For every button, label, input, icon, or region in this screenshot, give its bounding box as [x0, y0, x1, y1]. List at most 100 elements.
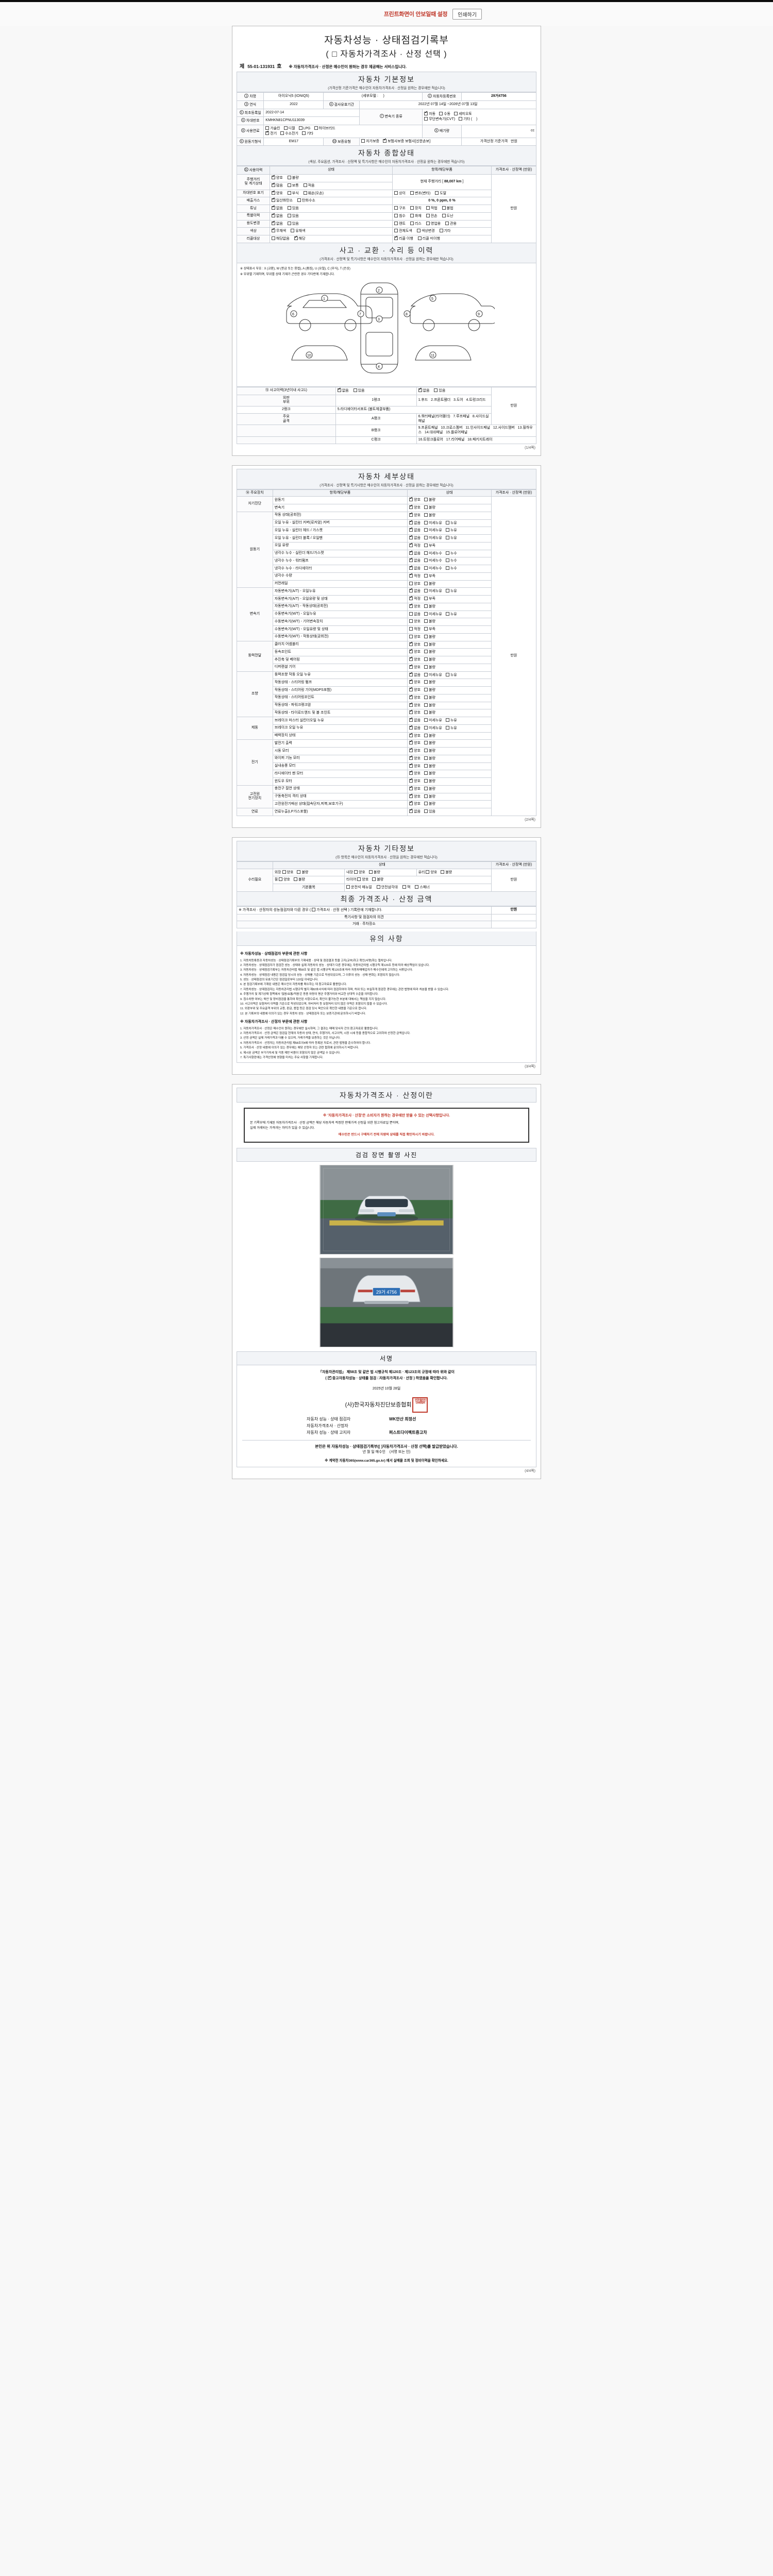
detail-opt[interactable]: 적정 [409, 543, 421, 549]
fuel-opt-lpg[interactable]: LPG [298, 126, 311, 131]
detail-opt[interactable]: 양호 [409, 687, 421, 693]
mileage-normal[interactable]: 보통 [287, 183, 299, 189]
detail-opt[interactable]: 부족 [424, 573, 435, 579]
fuel-opt-diesel[interactable]: 디젤 [283, 126, 295, 131]
fuel-opt-ev[interactable]: 전기 [265, 130, 277, 137]
emission-co[interactable]: 일산화탄소 [271, 197, 293, 204]
recall-not-done[interactable]: 리콜 미이행 [417, 236, 440, 242]
detail-opt[interactable]: 양호 [409, 740, 421, 746]
special-fire[interactable]: 화재 [410, 213, 422, 219]
recall-done[interactable]: 리콜 이행 [394, 235, 413, 242]
detail-opt[interactable]: 없음 [409, 565, 421, 571]
detail-opt[interactable]: 양호 [409, 664, 421, 670]
detail-opt[interactable]: 불량 [424, 688, 435, 693]
special-total-loss[interactable]: 전손 [426, 213, 438, 219]
detail-opt[interactable]: 부족 [424, 543, 435, 549]
detail-opt[interactable]: 불량 [424, 764, 435, 769]
special-none[interactable]: 없음 [271, 213, 283, 219]
repair-none[interactable]: 없음 [418, 387, 429, 394]
detail-opt[interactable]: 양호 [409, 755, 421, 761]
detail-opt[interactable]: 없음 [409, 672, 421, 678]
detail-opt[interactable]: 양호 [409, 679, 421, 685]
detail-opt[interactable]: 미세누수 [424, 566, 442, 571]
tuning-structure[interactable]: 구조 [394, 206, 406, 211]
detail-opt[interactable]: 불량 [424, 749, 435, 754]
color-achromatic[interactable]: 무채색 [271, 228, 286, 234]
mileage-good[interactable]: 양호 [271, 175, 283, 181]
detail-opt[interactable]: 없음 [409, 808, 421, 815]
detail-opt[interactable]: 있음 [424, 809, 435, 815]
detail-opt[interactable]: 양호 [409, 748, 421, 754]
trans-opt-manual[interactable]: 수동 [439, 112, 450, 117]
detail-opt[interactable]: 없음 [409, 520, 421, 526]
detail-opt[interactable]: 불량 [424, 604, 435, 609]
fuel-opt-hydrogen[interactable]: 수소전기 [280, 131, 298, 137]
warranty-opt-self[interactable]: 자가보증 [361, 139, 379, 144]
detail-opt[interactable]: 미세누유 [424, 612, 442, 617]
detail-opt[interactable]: 미세누유 [424, 528, 442, 533]
detail-opt[interactable]: 불량 [424, 657, 435, 663]
detail-opt[interactable]: 적정 [409, 573, 421, 579]
trans-opt-auto[interactable]: 자동 [424, 111, 435, 117]
detail-opt[interactable]: 불량 [424, 756, 435, 761]
detail-opt[interactable]: 양호 [409, 694, 421, 701]
accident-none[interactable]: 없음 [337, 387, 349, 394]
detail-opt[interactable]: 없음 [409, 717, 421, 723]
fuel-opt-hybrid[interactable]: 하이브리드 [314, 126, 335, 131]
detail-opt[interactable]: 불량 [424, 771, 435, 776]
detail-opt[interactable]: 양호 [409, 709, 421, 716]
detail-opt[interactable]: 불량 [424, 650, 435, 655]
detail-opt[interactable]: 양호 [409, 778, 421, 784]
detail-opt[interactable]: 양호 [409, 504, 421, 511]
detail-opt[interactable]: 양호 [409, 733, 421, 739]
use-gov[interactable]: 관용 [445, 221, 457, 227]
tuning-illegal[interactable]: 불법 [442, 206, 453, 211]
tuning-none[interactable]: 없음 [271, 205, 283, 211]
recall-yes[interactable]: 해당 [294, 235, 306, 242]
vin-painted[interactable]: 도말 [435, 191, 446, 196]
tuning-device[interactable]: 장치 [410, 206, 422, 211]
vin-good[interactable]: 양호 [271, 190, 283, 196]
mileage-many[interactable]: 많음 [271, 182, 283, 189]
emission-hc[interactable]: 탄화수소 [297, 198, 315, 204]
detail-opt[interactable]: 양호 [409, 702, 421, 708]
detail-opt[interactable]: 불량 [424, 619, 435, 624]
detail-opt[interactable]: 미세누유 [424, 718, 442, 723]
detail-opt[interactable]: 양호 [409, 770, 421, 776]
accident-yes[interactable]: 있음 [353, 388, 364, 394]
detail-opt[interactable]: 불량 [424, 741, 435, 746]
detail-opt[interactable]: 누유 [445, 528, 457, 533]
detail-opt[interactable]: 양호 [409, 786, 421, 792]
detail-opt[interactable]: 누수 [445, 566, 457, 571]
detail-opt[interactable]: 불량 [424, 733, 435, 739]
detail-opt[interactable]: 양호 [409, 497, 421, 503]
detail-opt[interactable]: 양호 [409, 656, 421, 663]
detail-opt[interactable]: 누수 [445, 551, 457, 556]
detail-opt[interactable]: 누유 [445, 672, 457, 678]
recall-na[interactable]: 해당없음 [271, 236, 290, 242]
detail-opt[interactable]: 양호 [409, 641, 421, 648]
vin-corroded[interactable]: 부식 [287, 191, 299, 196]
detail-opt[interactable]: 없음 [409, 612, 421, 617]
detail-opt[interactable]: 부족 [424, 627, 435, 632]
detail-opt[interactable]: 양호 [409, 801, 421, 807]
detail-opt[interactable]: 양호 [409, 619, 421, 624]
detail-opt[interactable]: 불량 [424, 665, 435, 670]
detail-opt[interactable]: 불량 [424, 505, 435, 511]
detail-opt[interactable]: 불량 [424, 680, 435, 685]
print-button[interactable]: 인쇄하기 [452, 8, 482, 20]
detail-opt[interactable]: 적정 [409, 596, 421, 602]
detail-opt[interactable]: 누유 [445, 612, 457, 617]
vin-different[interactable]: 상이 [394, 191, 406, 196]
detail-opt[interactable]: 양호 [409, 634, 421, 640]
trans-opt-etc[interactable]: 기타 ( ) [459, 116, 477, 122]
detail-opt[interactable]: 미세누유 [424, 520, 442, 526]
color-full-paint[interactable]: 전체도색 [394, 229, 412, 234]
detail-opt[interactable]: 미세누유 [424, 536, 442, 541]
color-changed[interactable]: 색상변경 [416, 229, 435, 234]
detail-opt[interactable]: 없음 [409, 588, 421, 594]
detail-opt[interactable]: 미세누수 [424, 558, 442, 564]
detail-opt[interactable]: 불량 [424, 642, 435, 648]
detail-opt[interactable]: 없음 [409, 550, 421, 556]
usechange-yes[interactable]: 있음 [287, 221, 299, 227]
